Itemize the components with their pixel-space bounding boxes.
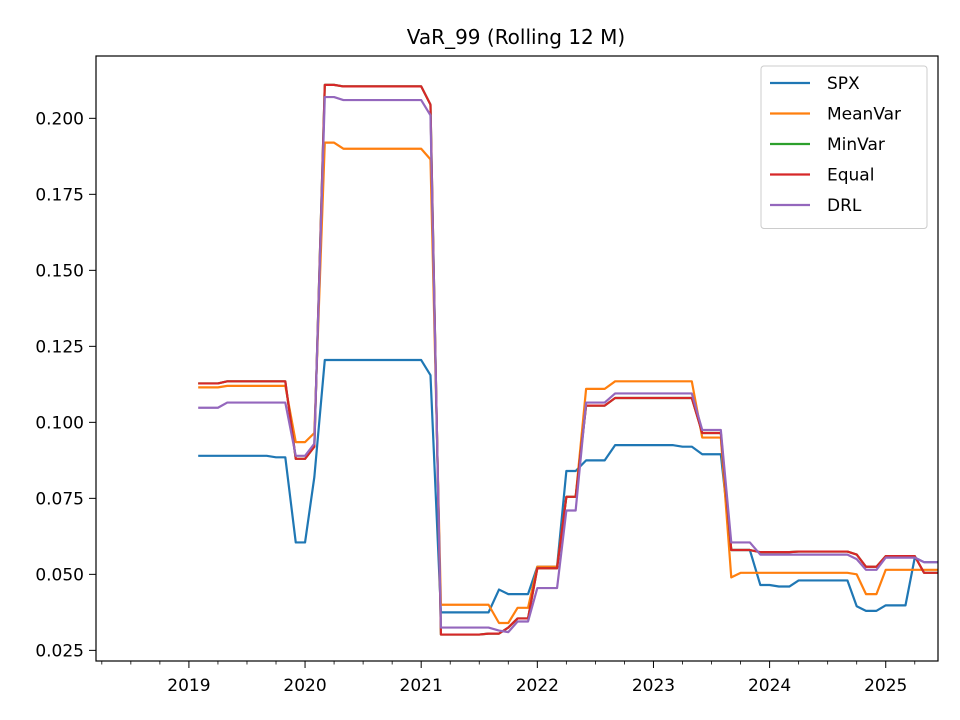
- y-axis: 0.025 0.050 0.075 0.100 0.125 0.150 0.175 0.200: [35, 109, 96, 661]
- y-tick-label-0.200: 0.200: [35, 109, 84, 129]
- legend-label-equal: Equal: [827, 166, 874, 186]
- y-tick-label-0.100: 0.100: [35, 413, 84, 433]
- x-tick-label-2022: 2022: [516, 676, 559, 696]
- series-line-drl: [198, 95, 938, 634]
- x-tick-label-2025: 2025: [864, 676, 907, 696]
- y-tick-label-0.025: 0.025: [35, 641, 84, 661]
- chart-title: VaR_99 (Rolling 12 M): [407, 25, 625, 49]
- legend-label-drl: DRL: [827, 196, 862, 216]
- legend-label-minvar: MinVar: [827, 135, 885, 155]
- x-tick-label-2021: 2021: [400, 676, 443, 696]
- legend-label-spx: SPX: [827, 74, 860, 94]
- x-axis: 2019 2020 2021 2022 2023 2024 2025: [101, 661, 916, 696]
- y-tick-label-0.075: 0.075: [35, 489, 84, 509]
- y-tick-label-0.175: 0.175: [35, 185, 84, 205]
- legend: SPX MeanVar MinVar Equal DRL: [760, 65, 928, 229]
- y-tick-label-0.050: 0.050: [35, 565, 84, 585]
- legend-label-meanvar: MeanVar: [827, 105, 901, 125]
- y-tick-label-0.125: 0.125: [35, 337, 84, 357]
- y-tick-label-0.150: 0.150: [35, 261, 84, 281]
- plot-frame: [95, 55, 939, 662]
- series-layer: [198, 83, 938, 636]
- x-tick-label-2019: 2019: [167, 676, 210, 696]
- legend-box: [760, 65, 928, 229]
- x-tick-label-2023: 2023: [632, 676, 675, 696]
- series-line-spx: [198, 358, 938, 614]
- x-tick-label-2020: 2020: [283, 676, 326, 696]
- x-tick-label-2024: 2024: [748, 676, 791, 696]
